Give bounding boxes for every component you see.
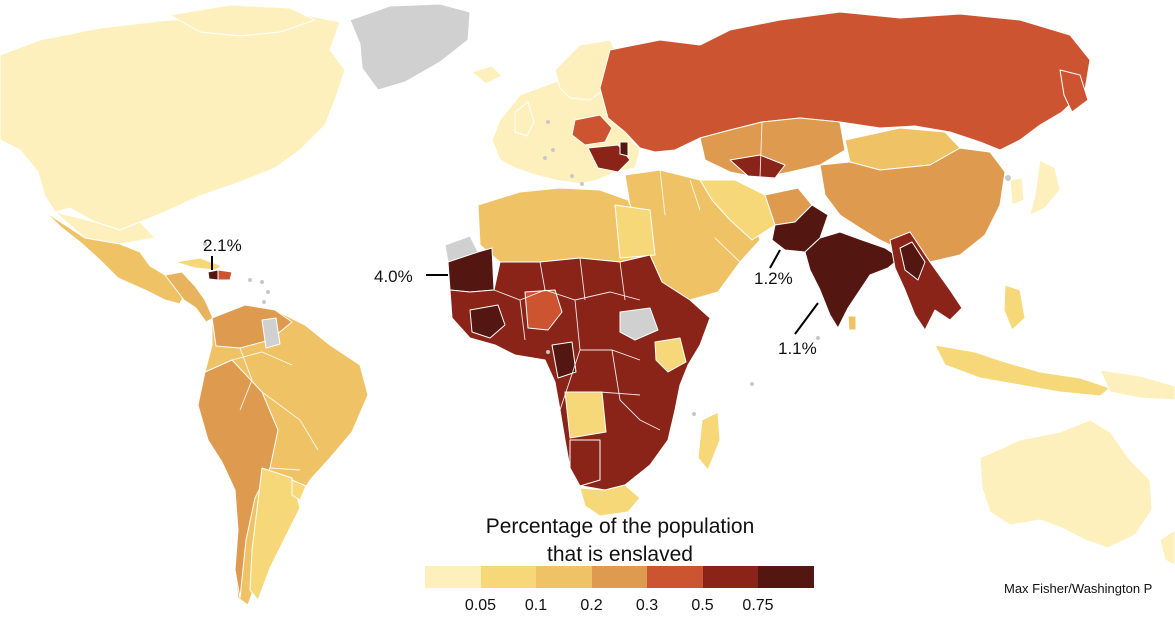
pakistan-callout-line <box>769 249 781 269</box>
japan-region <box>1029 159 1061 216</box>
legend-swatch-0 <box>425 566 481 588</box>
borders-south-america <box>231 347 319 471</box>
cuba-region <box>174 257 223 271</box>
moldova-region <box>619 141 629 157</box>
legend-tick-label: 0.2 <box>580 597 603 614</box>
arctic-islands <box>169 4 316 37</box>
legend-title: Percentage of the population that is ens… <box>420 513 820 569</box>
haiti-callout-label: 2.1% <box>203 236 242 255</box>
legend-swatch-2 <box>536 566 592 588</box>
borders-asia <box>659 121 991 263</box>
legend-tick-label: 0.5 <box>691 597 714 614</box>
philippines-region <box>1003 284 1026 331</box>
guiana-no-data <box>261 317 281 349</box>
legend-swatch-1 <box>480 566 536 588</box>
legend-swatch-6 <box>758 566 814 588</box>
indonesia-region <box>934 344 1111 397</box>
north-america-region <box>0 13 346 231</box>
eastern-europe-region <box>571 114 613 146</box>
small-territories <box>203 120 1011 416</box>
southern-africa-region <box>579 484 641 517</box>
madagascar-region <box>697 411 721 471</box>
kamchatka-region <box>1059 69 1089 113</box>
borders-africa <box>493 257 661 431</box>
mexico-region <box>44 211 186 305</box>
india-callout-label: 1.1% <box>778 339 817 358</box>
andes-region <box>197 359 279 599</box>
china-region <box>819 147 1006 263</box>
iran-region <box>699 179 776 241</box>
haiti-region <box>207 269 219 281</box>
mauritania-callout-label: 4.0% <box>374 267 413 286</box>
india-region <box>804 231 901 329</box>
dominican-republic-region <box>217 269 233 281</box>
india-callout-line <box>794 302 819 335</box>
legend-tick-label: 0.05 <box>464 597 497 614</box>
namibia-region <box>569 439 601 487</box>
egypt-region <box>614 204 656 259</box>
uzbekistan-region <box>729 154 786 179</box>
source-credit: Max Fisher/Washington P <box>1004 581 1153 596</box>
angola-region <box>564 391 607 439</box>
myanmar-region <box>899 241 926 281</box>
nigeria-region <box>524 289 563 331</box>
legend-title-line-1: Percentage of the population <box>485 515 755 538</box>
russia-region <box>599 11 1091 153</box>
legend-tick-label: 0.3 <box>635 597 659 614</box>
legend-tick-label: 0.1 <box>524 597 548 614</box>
gabon-dark <box>551 341 577 379</box>
new-zealand-region <box>1159 529 1175 566</box>
pakistan-callout-label: 1.2% <box>754 269 793 288</box>
korea-region <box>1009 177 1025 206</box>
uruguay-region <box>291 479 307 501</box>
legend-swatch-3 <box>591 566 647 588</box>
kenya-region <box>654 337 687 373</box>
legend-swatch-5 <box>702 566 758 588</box>
south-sudan-no-data <box>619 307 659 341</box>
australia-region <box>979 419 1153 549</box>
uk-region <box>514 101 535 137</box>
legend-color-scale <box>425 566 814 588</box>
greenland-region <box>349 3 471 91</box>
sri-lanka-region <box>847 315 857 331</box>
legend-tick-label: 0.75 <box>742 597 774 614</box>
legend-title-line-2: that is enslaved <box>547 543 693 566</box>
legend-swatch-4 <box>647 566 703 588</box>
papua-region <box>1099 369 1175 401</box>
iceland-region <box>471 65 503 85</box>
west-africa-dark <box>469 304 506 339</box>
